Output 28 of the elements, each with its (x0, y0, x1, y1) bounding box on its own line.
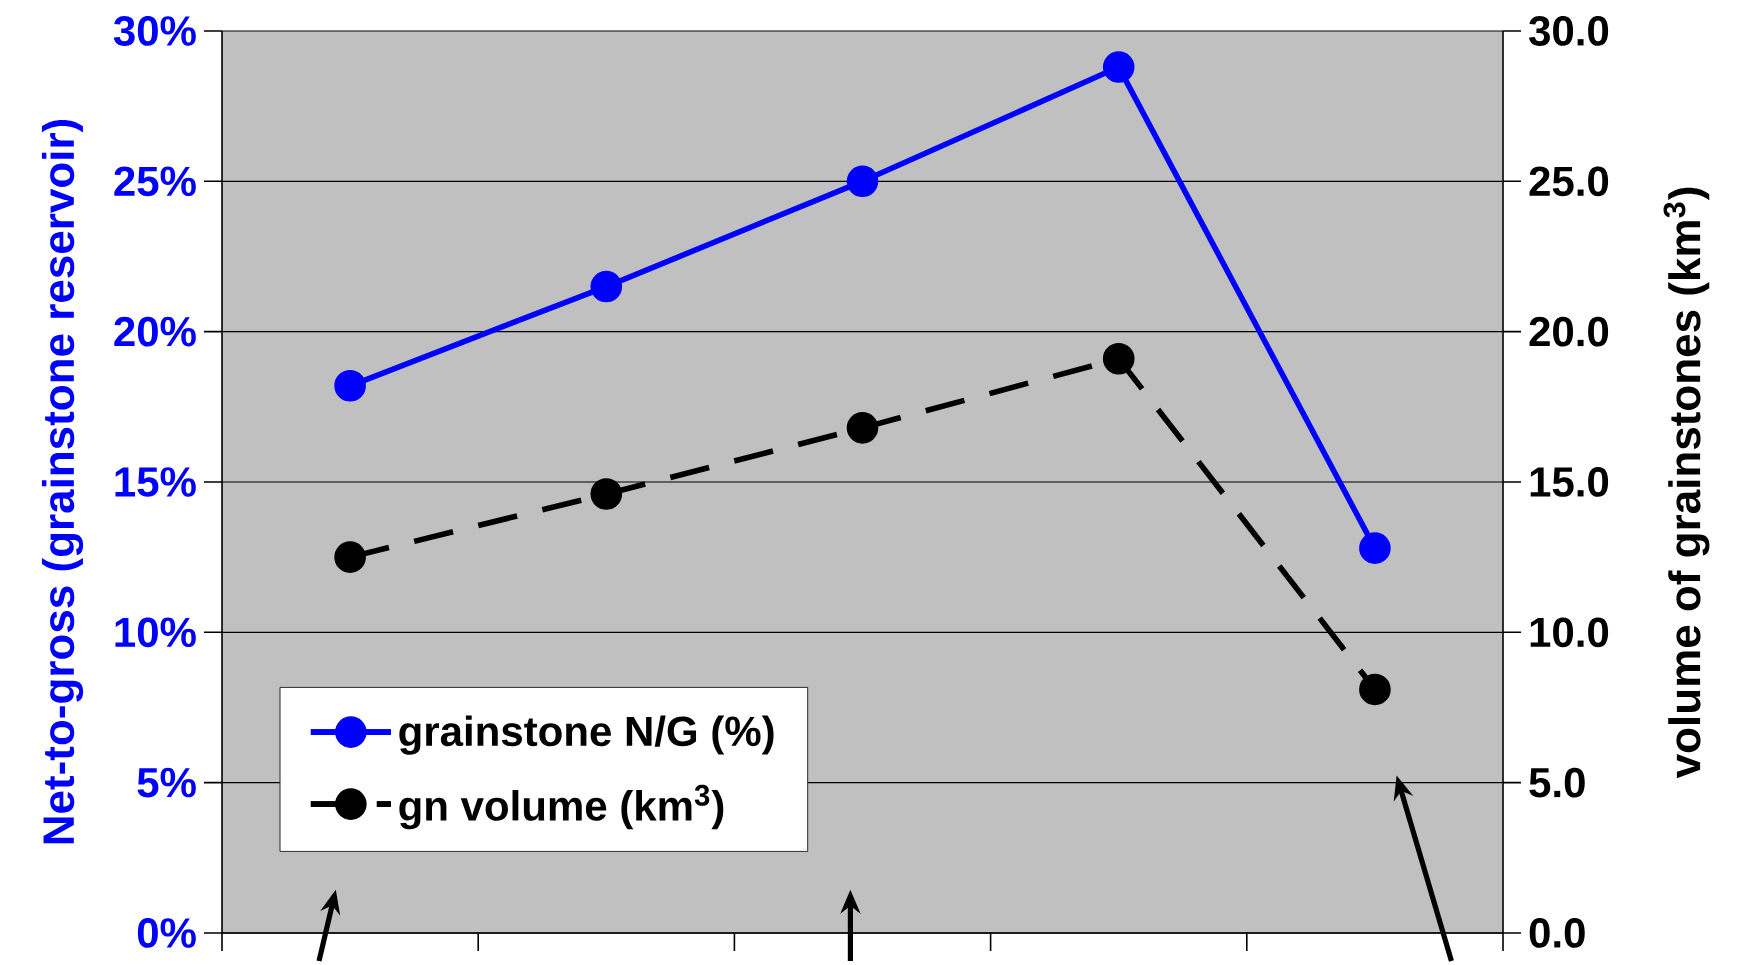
point (1359, 532, 1391, 565)
y2-tick-label: 25.0 (1529, 166, 1609, 197)
y-axis-title: Net-to-gross (grainstone reservoir) (41, 120, 84, 844)
y2-tick-label: 15.0 (1530, 467, 1609, 497)
point (846, 165, 879, 198)
y2-tick-label: 30.0 (1529, 16, 1609, 47)
point (1359, 673, 1391, 706)
y-tick-label: 0% (137, 918, 196, 948)
point (846, 412, 879, 444)
y-tick-label: 20% (114, 316, 196, 347)
legend-label: grainstone N/G (%) (399, 715, 774, 755)
point (590, 270, 623, 303)
y-tick-label: 15% (115, 467, 196, 497)
y2-tick-label: 0.0 (1529, 918, 1585, 948)
y2-tick-label: 5.0 (1529, 767, 1585, 798)
y-tick-label: 10% (115, 617, 196, 648)
y-tick-label: 5% (137, 767, 196, 798)
y2-axis-title: volume of grainstones (km$^{3}$) (1663, 188, 1710, 779)
y2-tick-label: 10.0 (1530, 617, 1609, 648)
point (334, 370, 366, 402)
point (1102, 51, 1135, 83)
y2-tick-label: 20.0 (1529, 316, 1609, 347)
point (1102, 343, 1135, 375)
y-tick-label: 25% (114, 166, 196, 197)
y-tick-label: 30% (113, 16, 196, 47)
legend-label: gn volume (km$^{3}$) (399, 784, 724, 830)
point (334, 541, 366, 574)
point (590, 478, 623, 510)
